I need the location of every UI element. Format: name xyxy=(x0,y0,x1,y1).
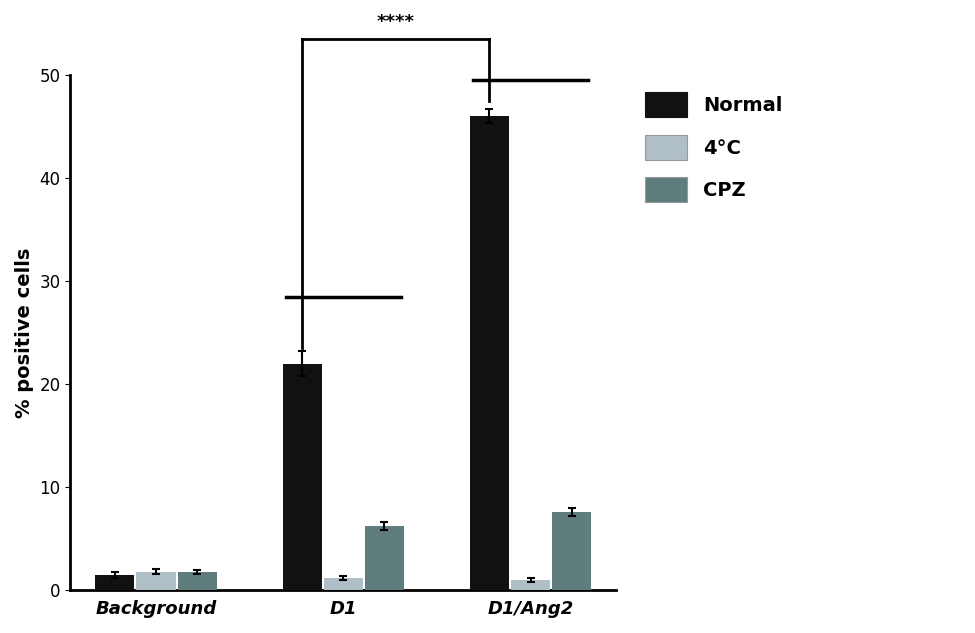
Y-axis label: % positive cells: % positive cells xyxy=(15,248,34,418)
Text: ****: **** xyxy=(376,13,414,30)
Legend: Normal, 4°C, CPZ: Normal, 4°C, CPZ xyxy=(637,85,790,210)
Bar xyxy=(470,116,509,591)
Bar xyxy=(552,512,592,591)
Bar xyxy=(365,527,404,591)
Bar xyxy=(177,572,216,591)
Bar xyxy=(283,363,322,591)
Bar xyxy=(136,572,175,591)
Bar xyxy=(324,578,363,591)
Bar xyxy=(96,575,135,591)
Bar xyxy=(511,580,550,591)
